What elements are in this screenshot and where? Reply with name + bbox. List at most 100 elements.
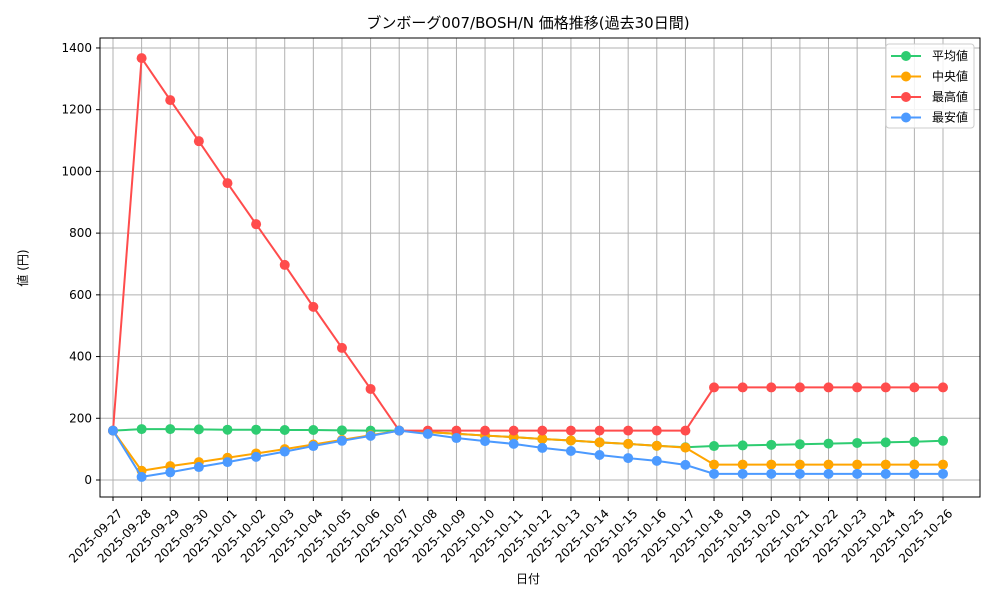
data-point <box>394 425 405 436</box>
data-point <box>794 382 805 393</box>
data-point <box>938 382 948 393</box>
data-point <box>680 425 691 436</box>
data-point <box>251 451 262 462</box>
data-point <box>823 468 834 479</box>
data-point <box>451 433 462 444</box>
data-point <box>108 425 118 436</box>
plot-frame <box>99 37 981 498</box>
data-point <box>737 468 748 479</box>
data-point <box>623 438 634 449</box>
data-point <box>909 436 920 447</box>
data-point <box>880 382 891 393</box>
data-point <box>251 219 262 230</box>
data-point <box>909 382 920 393</box>
data-point <box>794 468 805 479</box>
data-point <box>136 471 147 482</box>
data-point <box>480 425 491 436</box>
series-line <box>112 429 943 472</box>
data-point <box>852 459 863 470</box>
data-point <box>279 259 290 270</box>
data-point <box>880 437 891 448</box>
data-point <box>565 425 576 436</box>
data-point <box>279 446 290 457</box>
data-point <box>852 468 863 479</box>
data-point <box>136 424 147 435</box>
data-point <box>422 429 433 440</box>
data-point <box>766 382 777 393</box>
data-point <box>193 462 204 473</box>
data-point <box>766 468 777 479</box>
legend-marker <box>901 51 911 61</box>
series-1 <box>108 425 948 476</box>
data-point <box>222 424 233 435</box>
data-point <box>537 433 548 444</box>
data-point <box>565 445 576 456</box>
data-point <box>480 436 491 447</box>
data-point <box>651 440 662 451</box>
data-point <box>651 425 662 436</box>
data-point <box>594 437 605 448</box>
data-point <box>737 440 748 451</box>
data-point <box>594 450 605 461</box>
data-point <box>880 459 891 470</box>
data-point <box>794 439 805 450</box>
data-point <box>565 435 576 446</box>
data-point <box>623 425 634 436</box>
data-point <box>308 425 319 436</box>
data-point <box>651 455 662 466</box>
data-point <box>709 468 720 479</box>
y-tick-label: 800 <box>69 226 92 240</box>
y-tick-label: 1000 <box>61 164 92 178</box>
data-point <box>308 301 319 312</box>
y-tick-label: 600 <box>69 288 92 302</box>
data-point <box>823 459 834 470</box>
data-point <box>880 468 891 479</box>
data-point <box>336 425 347 436</box>
chart-title: ブンボーグ007/BOSH/N 価格推移(過去30日間) <box>366 14 689 32</box>
legend-label: 最高値 <box>932 89 968 104</box>
data-point <box>909 468 920 479</box>
legend-label: 平均値 <box>932 48 968 63</box>
legend-marker <box>901 71 911 82</box>
data-point <box>594 425 605 436</box>
legend-box <box>885 43 975 129</box>
data-point <box>794 459 805 470</box>
data-point <box>852 437 863 448</box>
data-point <box>709 459 720 470</box>
data-point <box>308 441 319 452</box>
data-point <box>365 383 376 394</box>
data-point <box>909 459 920 470</box>
y-axis-label: 値 (円) <box>15 249 30 286</box>
series-3 <box>108 425 948 482</box>
data-point <box>222 178 233 189</box>
y-tick-label: 0 <box>84 473 92 487</box>
data-point <box>165 467 176 478</box>
data-point <box>938 459 948 470</box>
data-point <box>938 435 948 446</box>
data-point <box>737 459 748 470</box>
data-point <box>680 459 691 470</box>
data-point <box>823 382 834 393</box>
y-tick-label: 1400 <box>61 41 92 55</box>
legend-label: 最安値 <box>932 110 968 125</box>
data-point <box>737 382 748 393</box>
legend-label: 中央値 <box>932 69 968 84</box>
data-point <box>336 342 347 353</box>
data-point <box>165 424 176 435</box>
data-point <box>623 453 634 464</box>
data-point <box>279 425 290 436</box>
data-point <box>766 439 777 450</box>
data-point <box>823 438 834 449</box>
data-point <box>852 382 863 393</box>
data-point <box>709 441 720 452</box>
data-point <box>766 459 777 470</box>
data-point <box>537 425 548 436</box>
data-point <box>938 468 948 479</box>
data-point <box>709 382 720 393</box>
data-point <box>537 442 548 453</box>
data-point <box>193 136 204 147</box>
y-tick-label: 200 <box>69 411 92 425</box>
legend-marker <box>901 112 911 123</box>
